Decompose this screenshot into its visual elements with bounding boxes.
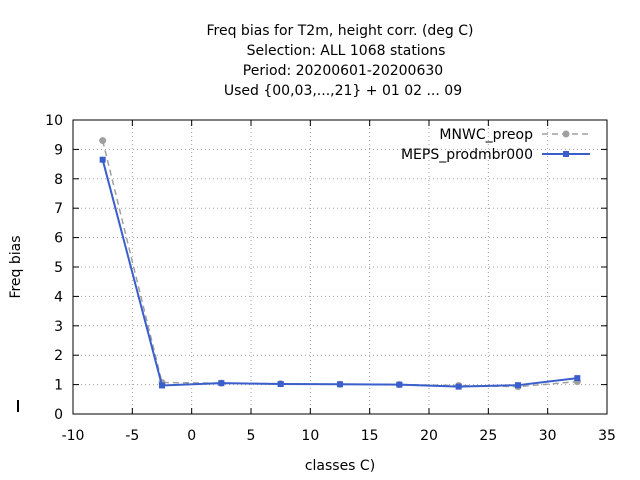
data-point: [218, 380, 225, 387]
y-tick-labels: 0 1 2 3 4 5 6 7 8 9 10: [45, 113, 63, 423]
series-MEPS_prodmbr000: [99, 156, 581, 390]
title-line-2: Selection: ALL 1068 stations: [247, 43, 446, 59]
x-tick-label: 25: [479, 428, 497, 444]
data-point: [99, 156, 106, 163]
y-tick-label: 5: [54, 260, 63, 276]
legend-label: MNWC_preop: [439, 127, 533, 143]
y-tick-label: 2: [54, 348, 63, 364]
x-tick-label: 10: [301, 428, 319, 444]
x-tick-label: -10: [62, 428, 85, 444]
axis-ticks: [72, 119, 608, 415]
data-point: [277, 381, 284, 388]
chart-title: Freq bias for T2m, height corr. (deg C) …: [207, 23, 474, 99]
y-tick-label: 10: [45, 113, 63, 129]
y-tick-label: 8: [54, 172, 63, 188]
y-tick-label: 6: [54, 231, 63, 247]
series-MNWC_preop: [99, 137, 581, 391]
x-tick-label: -5: [125, 428, 139, 444]
y-tick-label: 3: [54, 319, 63, 335]
series-line: [101, 159, 578, 388]
legend-marker: [563, 151, 569, 157]
x-tick-label: 30: [539, 428, 557, 444]
series: [99, 137, 581, 391]
x-tick-label: 0: [187, 428, 196, 444]
y-tick-label: 1: [54, 378, 63, 394]
y-tick-label: 4: [54, 289, 63, 305]
x-tick-label: 15: [361, 428, 379, 444]
data-point: [159, 382, 165, 389]
y-tick-label: 0: [54, 407, 63, 423]
legend-marker: [562, 130, 570, 138]
data-point: [396, 381, 403, 388]
title-line-1: Freq bias for T2m, height corr. (deg C): [207, 23, 474, 39]
x-tick-label: 35: [598, 428, 616, 444]
data-point: [515, 382, 521, 389]
data-point: [455, 383, 462, 390]
title-line-4: Used {00,03,...,21} + 01 02 ... 09: [224, 83, 462, 99]
title-line-3: Period: 20200601-20200630: [243, 63, 443, 79]
y-tick-label: 9: [54, 142, 63, 158]
grid: [73, 120, 607, 414]
y-tick-label: 7: [54, 201, 63, 217]
series-line: [101, 140, 578, 388]
data-point: [574, 375, 581, 382]
x-tick-labels: -10 -5 0 5 10 15 20 25 30 35: [62, 428, 616, 444]
x-tick-label: 5: [247, 428, 256, 444]
data-point: [99, 137, 107, 145]
x-axis-label: classes C): [305, 458, 375, 474]
legend-label: MEPS_prodmbr000: [401, 147, 533, 163]
y-axis-label: Freq bias: [8, 235, 24, 298]
x-tick-label: 20: [420, 428, 438, 444]
legend: MNWC_preop MEPS_prodmbr000: [401, 127, 590, 163]
data-point: [337, 381, 343, 388]
